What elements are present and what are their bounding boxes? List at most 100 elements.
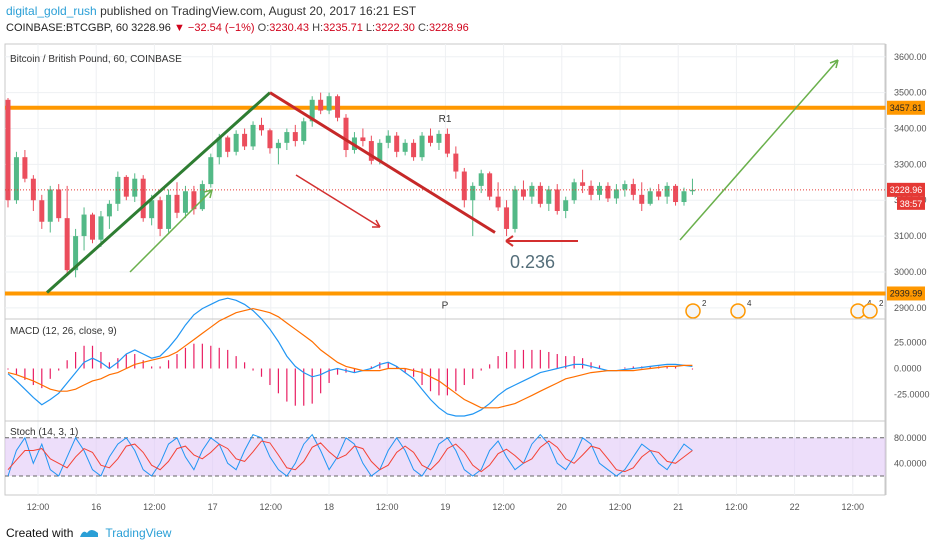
macd-pane: MACD (12, 26, close, 9) (5, 297, 886, 417)
candle-body (673, 185, 679, 203)
red-arrow-2-head (505, 235, 514, 247)
candle-body (115, 176, 121, 204)
author-link[interactable]: digital_gold_rush (6, 4, 97, 18)
candle-body (630, 184, 636, 195)
candle-body (56, 189, 62, 219)
red-arrow-1-head (372, 219, 381, 228)
price-tick-label: 3300.00 (894, 159, 927, 169)
low-label: L: (365, 22, 376, 34)
candle-body (64, 218, 70, 271)
low-value: 3222.30 (375, 22, 415, 34)
candle-body (529, 185, 535, 197)
created-with-text: Created with (6, 526, 74, 540)
candle-body (309, 99, 315, 122)
candle-body (242, 133, 248, 147)
candle-body (284, 132, 290, 143)
candle-body (225, 137, 231, 152)
time-tick-label: 17 (208, 502, 218, 512)
candle-body (563, 200, 569, 211)
candle-body (90, 214, 95, 240)
footer: Created with TradingView (6, 526, 171, 540)
candle-body (174, 194, 180, 213)
candle-body (656, 191, 662, 197)
candle-body (512, 189, 518, 229)
countdown-tag (897, 196, 925, 210)
green-arrow-2-head (829, 59, 839, 69)
candle-body (470, 185, 476, 201)
time-tick-label: 19 (440, 502, 450, 512)
chart-canvas[interactable]: Bitcoin / British Pound, 60, COINBASE R1 P… (0, 40, 932, 522)
close-label: C: (417, 22, 429, 34)
price-change: −32.54 (−1%) (187, 22, 255, 34)
candle-body (402, 142, 408, 152)
candle-body (208, 157, 214, 185)
candle-body (267, 130, 273, 149)
uk-flag-icon (685, 303, 701, 319)
candle-body (419, 135, 425, 158)
macd-tick-label: 25.0000 (894, 338, 927, 348)
candle-body (157, 200, 163, 229)
candle-body (647, 191, 653, 204)
candle-body (216, 137, 222, 158)
candle-body (597, 185, 602, 195)
candle-body (326, 96, 332, 111)
tradingview-logo-icon (80, 530, 99, 537)
level-price-tag (887, 100, 925, 115)
price-tick-label: 3400.00 (894, 123, 927, 133)
candle-body (605, 185, 611, 199)
candle-body (191, 191, 197, 210)
candle-body (436, 133, 442, 143)
candle-body (73, 236, 79, 271)
time-tick-label: 21 (673, 502, 683, 512)
time-tick-label: 12:00 (609, 502, 632, 512)
candle-body (664, 185, 670, 197)
uptrend-line (45, 91, 272, 294)
current-price-tag-text: 3228.96 (890, 185, 923, 195)
candle-body (411, 142, 417, 158)
publish-info: digital_gold_rush published on TradingVi… (6, 4, 416, 18)
candle-body (360, 137, 366, 142)
candle-body (199, 184, 205, 210)
candle-body (132, 178, 138, 197)
symbol: COINBASE:BTCGBP, 60 (6, 22, 129, 34)
candle-body (13, 157, 19, 201)
level-price-tag-text: 3457.81 (890, 103, 923, 113)
price-tick-label: 3600.00 (894, 52, 927, 62)
event-badge-count: 4 (747, 299, 752, 308)
time-tick-label: 12:00 (143, 502, 166, 512)
candle-body (47, 189, 53, 222)
candle-body (444, 133, 450, 154)
time-tick-label: 12:00 (376, 502, 399, 512)
candle-body (394, 135, 400, 152)
candle-body (106, 203, 112, 217)
candle-body (537, 185, 543, 204)
stoch-title: Stoch (14, 3, 1) (10, 427, 78, 438)
time-tick-label: 18 (324, 502, 334, 512)
price-tick-label: 3500.00 (894, 88, 927, 98)
time-tick-label: 12:00 (27, 502, 50, 512)
publish-text: published on TradingView.com, August 20,… (100, 4, 417, 18)
candle-body (385, 135, 391, 143)
candle-body (571, 182, 577, 201)
candle-body (622, 184, 628, 190)
time-tick-label: 20 (557, 502, 567, 512)
symbol-quote-line: COINBASE:BTCGBP, 60 3228.96 ▼ −32.54 (−1… (6, 22, 469, 34)
candle-body (98, 216, 104, 240)
axes: 2900.003000.003100.003200.003300.003400.… (27, 44, 930, 512)
macd-title: MACD (12, 26, close, 9) (10, 326, 117, 337)
price-tick-label: 3000.00 (894, 267, 927, 277)
event-badge-count: 2 (879, 299, 884, 308)
tradingview-brand-link[interactable]: TradingView (105, 526, 172, 540)
candle-body (681, 191, 687, 203)
countdown-tag-text: 38:57 (900, 199, 923, 209)
candle-body (546, 189, 552, 204)
price-tick-label: 3100.00 (894, 231, 927, 241)
candle-body (453, 153, 459, 172)
candle-body (487, 173, 493, 197)
candle-body (343, 117, 349, 151)
green-arrow-1 (129, 189, 213, 273)
candle-body (335, 96, 341, 118)
candle-body (140, 178, 146, 219)
candle-body (428, 135, 433, 143)
signal-line (7, 307, 693, 409)
